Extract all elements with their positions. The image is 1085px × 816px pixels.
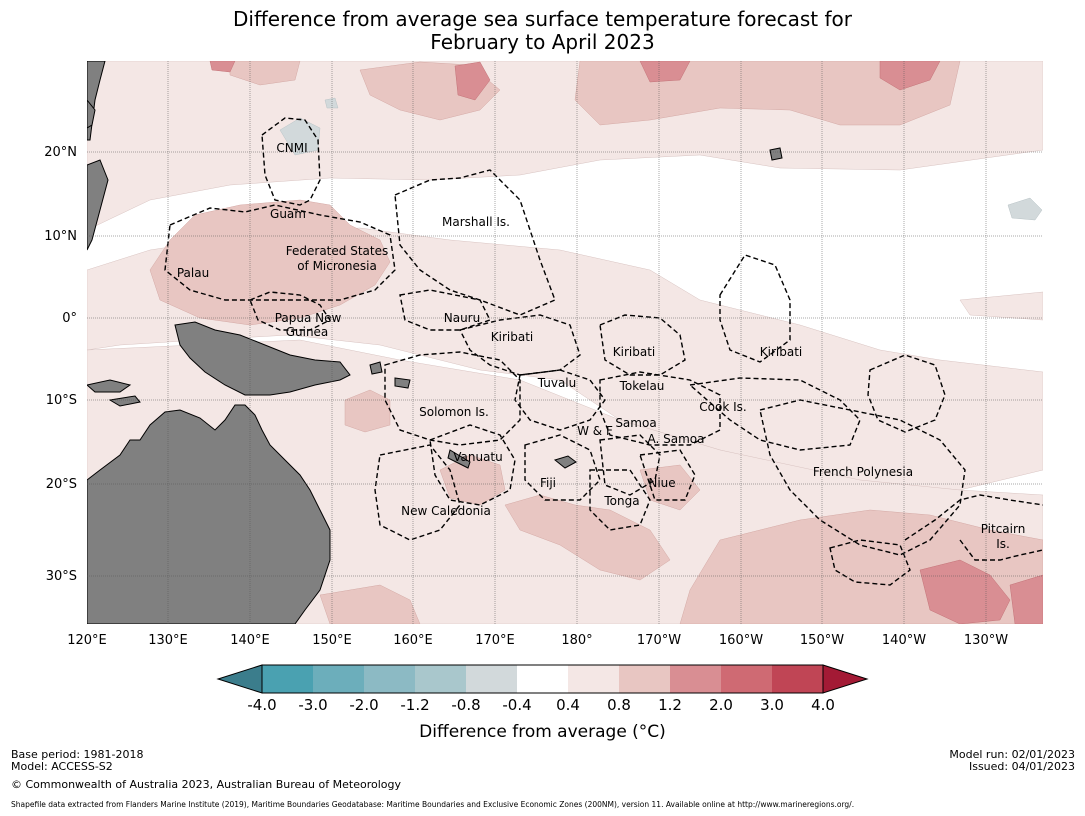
colorbar-segment xyxy=(772,665,823,693)
issued-text: Issued: 04/01/2023 xyxy=(968,760,1075,773)
hawaii-landmass xyxy=(769,147,783,161)
lon-tick-label: 130°W xyxy=(964,633,1008,648)
colorbar-segment xyxy=(670,665,721,693)
colorbar-segment xyxy=(568,665,619,693)
australia-landmass xyxy=(87,404,331,624)
colorbar-outline xyxy=(261,664,824,694)
region-label-wallis-futuna: W & F xyxy=(577,424,613,438)
colorbar-segment xyxy=(466,665,517,693)
colorbar-tick-label: 1.2 xyxy=(658,696,682,714)
colorbar-segment xyxy=(415,665,466,693)
lat-tick-label: 10°N xyxy=(44,229,77,244)
copyright-text: © Commonwealth of Australia 2023, Austra… xyxy=(11,778,401,791)
colorbar-tick-label: 2.0 xyxy=(709,696,733,714)
colorbar-extend-low xyxy=(216,664,263,694)
lon-tick-label: 120°E xyxy=(67,633,107,648)
lon-tick-label: 150°E xyxy=(312,633,352,648)
model-run-text: Model run: 02/01/2023 xyxy=(949,748,1075,761)
region-label-cook-islands: Cook Is. xyxy=(699,400,746,414)
region-label-fsm-line2: of Micronesia xyxy=(297,259,377,273)
region-label-samoa: Samoa xyxy=(615,416,656,430)
region-label-fsm-line1: Federated States xyxy=(286,244,388,258)
lon-tick-label: 160°W xyxy=(719,633,763,648)
shapefile-attribution: Shapefile data extracted from Flanders M… xyxy=(11,800,855,809)
lon-tick-label: 160°E xyxy=(393,633,433,648)
region-label-tokelau: Tokelau xyxy=(619,379,665,393)
region-label-niue: Niue xyxy=(648,476,675,490)
map-plot-area: CNMI Guam Marshall Is. Federated States … xyxy=(87,61,1043,624)
region-label-new-caledonia: New Caledonia xyxy=(401,504,491,518)
region-label-marshall-islands: Marshall Is. xyxy=(442,215,510,229)
region-label-tuvalu: Tuvalu xyxy=(537,376,577,390)
colorbar-tick-label: 4.0 xyxy=(811,696,835,714)
region-label-png-line1: Papua New xyxy=(275,311,342,325)
latitude-axis: 20°N 10°N 0° 10°S 20°S 30°S xyxy=(44,145,77,584)
region-label-kiribati-east: Kiribati xyxy=(760,345,802,359)
region-label-cnmi: CNMI xyxy=(276,141,307,155)
lon-tick-label: 130°E xyxy=(148,633,188,648)
region-label-american-samoa: A. Samoa xyxy=(648,432,705,446)
metadata-left: Base period: 1981-2018 Model: ACCESS-S2 xyxy=(11,749,143,773)
lon-tick-label: 170°E xyxy=(475,633,515,648)
colorbar-tick-label: -2.0 xyxy=(349,696,378,714)
colorbar-segment xyxy=(517,665,568,693)
model-text: Model: ACCESS-S2 xyxy=(11,760,113,773)
colorbar-title: Difference from average (°C) xyxy=(419,722,666,742)
colorbar-tick-label: -1.2 xyxy=(400,696,429,714)
colorbar-segment xyxy=(262,665,313,693)
colorbar-segment xyxy=(721,665,772,693)
lon-tick-label: 140°W xyxy=(882,633,926,648)
lon-tick-label: 150°W xyxy=(800,633,844,648)
lat-tick-label: 10°S xyxy=(46,393,77,408)
colorbar-segment xyxy=(364,665,415,693)
colorbar-tick-label: 0.4 xyxy=(556,696,580,714)
colorbar-tick-label: -3.0 xyxy=(298,696,327,714)
land-masses xyxy=(87,61,783,624)
map-title-line-2: February to April 2023 xyxy=(430,30,655,54)
lat-tick-label: 20°S xyxy=(46,477,77,492)
lon-tick-label: 140°E xyxy=(230,633,270,648)
region-label-palau: Palau xyxy=(177,266,209,280)
colorbar-segment xyxy=(313,665,364,693)
colorbar-tick-label: -0.8 xyxy=(451,696,480,714)
colorbar-tick-label: -0.4 xyxy=(502,696,531,714)
region-label-png-line2: Guinea xyxy=(286,325,329,339)
sst-anomaly-map: CNMI Guam Marshall Is. Federated States … xyxy=(44,61,1043,714)
colorbar-tick-label: -4.0 xyxy=(247,696,276,714)
lat-tick-label: 20°N xyxy=(44,145,77,160)
colorbar-tick-label: 0.8 xyxy=(607,696,631,714)
colorbar-segment xyxy=(619,665,670,693)
longitude-axis: 120°E 130°E 140°E 150°E 160°E 170°E 180°… xyxy=(67,633,1008,648)
lat-tick-label: 30°S xyxy=(46,569,77,584)
colorbar: -4.0 -3.0 -2.0 -1.2 -0.8 -0.4 0.4 0.8 1.2 2.0 3.0 4… xyxy=(216,664,869,714)
new-guinea-landmass xyxy=(174,321,351,396)
colorbar-tick-label: 3.0 xyxy=(760,696,784,714)
gridlines xyxy=(87,61,1043,624)
region-label-pitcairn-line1: Pitcairn xyxy=(981,522,1026,536)
lon-tick-label: 180° xyxy=(561,633,592,648)
base-period-text: Base period: 1981-2018 xyxy=(11,748,144,761)
lat-tick-label: 0° xyxy=(62,311,77,326)
lon-tick-label: 170°W xyxy=(637,633,681,648)
metadata-right: Model run: 02/01/2023 Issued: 04/01/2023 xyxy=(949,749,1075,773)
colorbar-extend-high xyxy=(822,664,869,694)
region-label-kiribati-central: Kiribati xyxy=(613,345,655,359)
region-label-guam: Guam xyxy=(270,207,306,221)
map-title-line-1: Difference from average sea surface temp… xyxy=(232,7,852,31)
region-labels: CNMI Guam Marshall Is. Federated States … xyxy=(177,141,1025,551)
region-label-nauru: Nauru xyxy=(444,311,480,325)
region-label-solomon-islands: Solomon Is. xyxy=(419,405,489,419)
region-label-pitcairn-line2: Is. xyxy=(996,537,1010,551)
region-label-tonga: Tonga xyxy=(603,494,639,508)
region-label-vanuatu: Vanuatu xyxy=(453,450,503,464)
region-label-french-polynesia: French Polynesia xyxy=(813,465,913,479)
eez-boundaries xyxy=(164,117,1043,586)
region-label-fiji: Fiji xyxy=(540,476,556,490)
region-label-kiribati-west: Kiribati xyxy=(491,330,533,344)
